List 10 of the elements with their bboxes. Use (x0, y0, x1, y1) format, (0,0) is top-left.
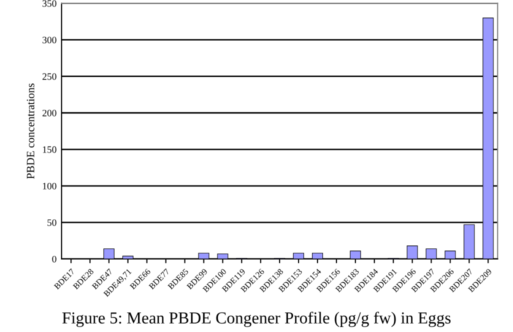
y-tick-label: 300 (42, 36, 56, 44)
y-tick-label: 350 (42, 0, 56, 7)
y-tick-label: 250 (42, 73, 56, 80)
y-tick-label: 150 (42, 146, 56, 153)
y-tick-label: 0 (52, 256, 56, 262)
text: Figure 5: Mean PBDE Congener Profile (pg/g fw) in Eggs (62, 312, 451, 328)
y-tick-label: 100 (42, 182, 56, 190)
y-tick-label: 50 (48, 219, 56, 226)
y-tick-label: 200 (42, 110, 56, 116)
y-axis-title: PBDE concentrations (26, 84, 34, 179)
